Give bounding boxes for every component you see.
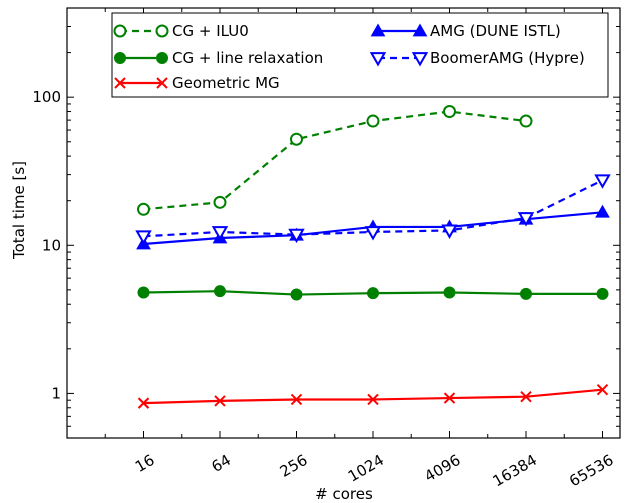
legend-marker [156,52,168,64]
data-point [214,395,226,407]
y-axis-label: Total time [s] [10,161,28,260]
data-point [519,114,533,128]
data-point [135,230,152,245]
legend-entry: BoomerAMG (Hypre) [369,49,585,67]
data-point [367,393,379,406]
data-point [594,174,611,189]
data-point [366,287,379,300]
legend-marker [369,52,387,67]
legend-entry: Geometric MG [114,74,280,92]
series-layer [135,105,611,409]
data-point [595,204,610,218]
legend-marker [114,77,126,89]
series-0 [136,105,533,216]
legend-entry: CG + line relaxation [114,49,323,67]
data-point [213,285,226,298]
legend-entry: CG + ILU0 [113,22,249,40]
legend-label: CG + ILU0 [172,22,249,40]
x-tick-label: 4096 [421,451,463,486]
data-point [137,397,150,409]
data-point [289,132,303,146]
legend-marker [412,23,428,37]
data-point [288,228,305,244]
data-point [211,226,229,241]
x-axis-label: # cores [315,485,373,503]
series-2 [137,383,609,409]
x-tick-label: 16384 [490,451,540,490]
series-line [143,110,527,211]
data-point [520,391,532,403]
legend-label: CG + line relaxation [172,49,323,67]
x-tick-label: 1024 [345,451,387,486]
y-tick-label: 1 [51,384,61,402]
legend-label: AMG (DUNE ISTL) [430,22,561,40]
x-tick-label: 16 [132,451,158,476]
data-point [136,202,150,216]
data-point [364,226,382,241]
data-point [137,286,150,299]
legend-marker [156,77,168,89]
data-point [290,288,303,301]
legend-marker [114,52,126,64]
data-point [443,392,456,404]
x-tick-label: 256 [277,451,311,481]
legend-entry: AMG (DUNE ISTL) [370,22,561,40]
data-point [366,114,380,128]
series-1 [137,285,609,301]
series-line [143,388,603,405]
legend: CG + ILU0 CG + line relaxation Geometric M… [111,12,609,98]
data-point [290,393,303,406]
data-point [596,287,609,300]
series-4 [135,174,611,245]
data-point [443,286,456,299]
data-point [517,212,535,227]
legend-marker [370,23,386,37]
legend-label: BoomerAMG (Hypre) [430,49,585,67]
x-tick-label: 64 [208,451,234,476]
data-point [442,105,456,119]
legend-label: Geometric MG [172,74,280,92]
data-point [519,287,532,300]
data-point [596,383,609,396]
legend-marker [411,52,429,67]
legend-marker [113,24,127,38]
data-point [213,195,227,209]
y-tick-label: 10 [42,236,61,254]
x-tick-label: 65536 [566,451,616,490]
legend-marker [155,24,169,38]
data-point [441,224,458,239]
plot-frame [66,7,621,439]
y-tick-label: 100 [32,88,61,106]
legend-box [111,12,609,98]
